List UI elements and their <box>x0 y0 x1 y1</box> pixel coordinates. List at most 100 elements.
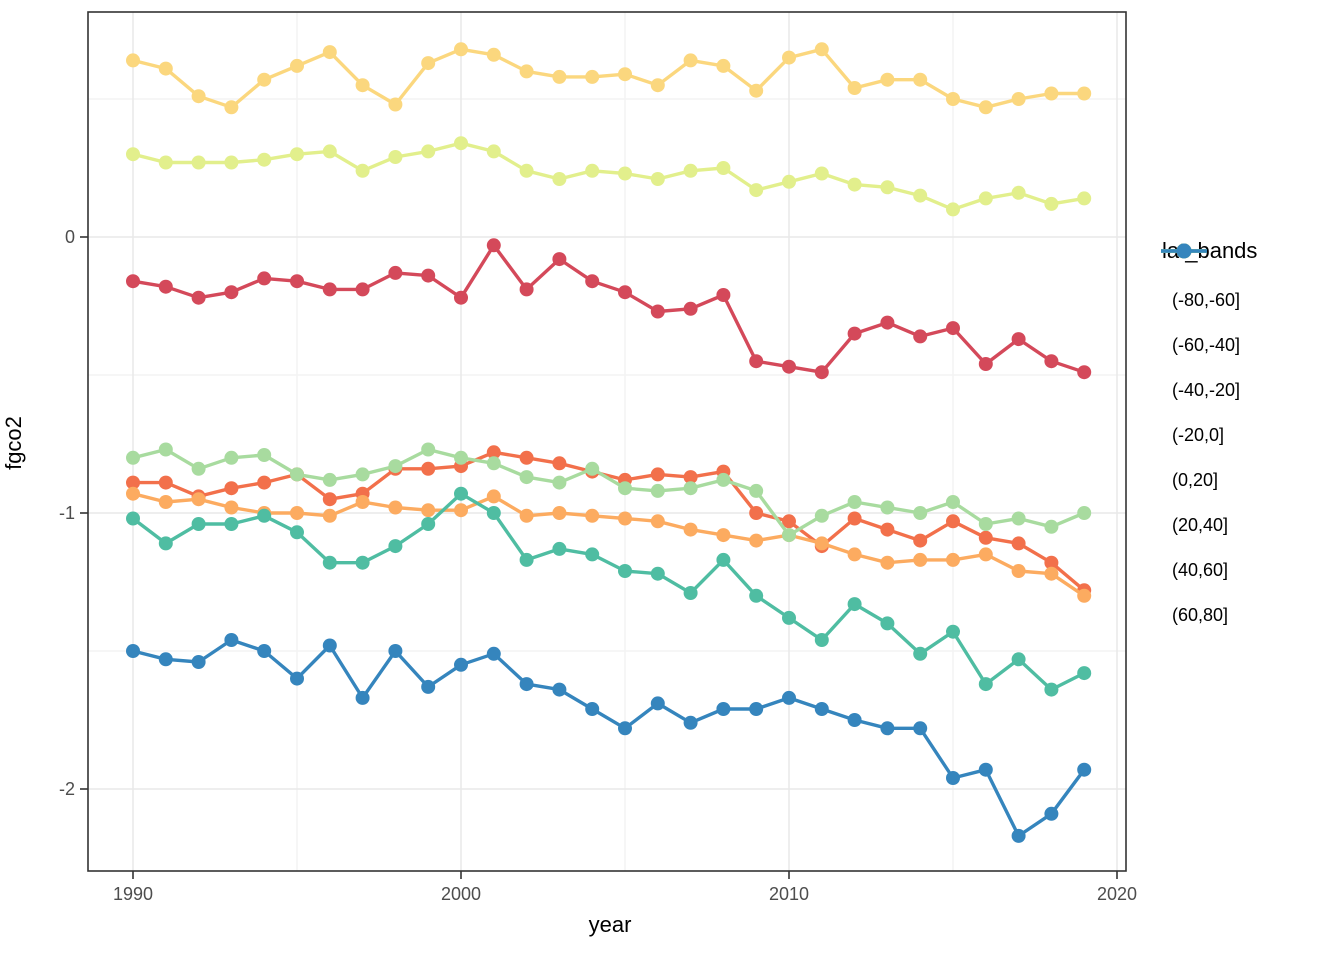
data-point <box>355 495 370 509</box>
data-point <box>1044 354 1059 369</box>
data-point <box>191 517 206 531</box>
data-point <box>847 713 862 727</box>
legend-key-icon <box>1161 243 1207 259</box>
data-point <box>224 633 239 647</box>
data-point <box>421 144 436 159</box>
data-point <box>1077 365 1092 380</box>
data-point <box>290 525 304 540</box>
series-line <box>132 638 1086 838</box>
plot-panel <box>88 12 1126 871</box>
x-axis-title: year <box>588 912 632 937</box>
data-point <box>1011 652 1026 667</box>
data-point <box>782 514 796 529</box>
data-point <box>519 470 534 485</box>
data-point <box>782 690 796 705</box>
x-tick-label: 2020 <box>1097 884 1137 904</box>
data-point <box>1077 666 1092 681</box>
data-point <box>683 522 698 537</box>
data-point <box>978 100 993 115</box>
data-point <box>683 715 698 730</box>
legend-item-label: (-20,0] <box>1172 425 1225 445</box>
data-point <box>946 202 960 217</box>
data-point <box>191 492 206 507</box>
data-point <box>290 671 304 686</box>
data-point <box>191 89 206 104</box>
data-point <box>486 489 501 504</box>
data-point <box>158 652 173 667</box>
data-point <box>847 81 862 95</box>
legend-item-label: (60,80] <box>1172 605 1229 625</box>
data-point <box>486 238 501 253</box>
data-point <box>355 467 370 482</box>
data-point <box>486 646 501 661</box>
data-point <box>257 72 272 87</box>
data-point <box>650 304 665 319</box>
legend-item-1: (-60,-40] <box>1160 243 1344 368</box>
data-point <box>322 144 337 159</box>
legend-item-label: (-80,-60] <box>1172 290 1241 310</box>
series-6 <box>126 486 1092 697</box>
legend-item-7: (60,80] <box>1160 243 1344 638</box>
data-point <box>585 69 600 84</box>
data-point <box>814 702 829 716</box>
data-point <box>257 448 272 462</box>
data-point <box>585 163 600 178</box>
data-point <box>880 616 895 631</box>
data-point <box>1011 536 1026 551</box>
data-point <box>552 541 567 556</box>
data-point <box>749 533 764 548</box>
data-point <box>847 177 862 192</box>
data-point <box>355 282 370 297</box>
data-point <box>1044 86 1059 101</box>
data-point <box>519 64 534 79</box>
data-point <box>552 252 567 267</box>
x-tick-label: 1990 <box>113 884 153 904</box>
data-point <box>224 500 239 515</box>
data-point <box>191 461 206 476</box>
data-point <box>978 547 993 562</box>
panel-border <box>87 11 1127 872</box>
data-point <box>880 72 895 87</box>
data-point <box>618 166 632 181</box>
data-point <box>421 461 436 476</box>
legend-item-3: (-20,0] <box>1160 243 1344 458</box>
data-point <box>716 552 731 567</box>
data-point <box>946 495 960 509</box>
data-point <box>126 511 140 526</box>
data-point <box>126 486 140 501</box>
data-point <box>290 58 304 73</box>
data-point <box>552 456 567 471</box>
data-point <box>585 508 600 523</box>
data-point <box>421 442 436 457</box>
data-point <box>388 459 403 474</box>
series-3 <box>126 42 1092 115</box>
data-point <box>585 461 600 476</box>
data-point <box>1044 555 1059 570</box>
series-4 <box>126 136 1092 217</box>
data-point <box>454 290 468 305</box>
data-point <box>814 536 829 551</box>
data-point <box>421 503 436 518</box>
legend-item-2: (-40,-20] <box>1160 243 1344 413</box>
data-point <box>814 508 829 523</box>
data-point <box>847 547 862 562</box>
data-point <box>322 638 337 653</box>
data-point <box>716 288 731 302</box>
data-point <box>946 92 960 106</box>
data-point <box>1011 511 1026 526</box>
data-point <box>519 677 534 692</box>
data-point <box>257 152 272 167</box>
legend-item-6: (40,60] <box>1160 243 1344 593</box>
data-point <box>716 161 731 175</box>
data-point <box>1077 86 1092 101</box>
legend-item-label: (40,60] <box>1172 560 1229 580</box>
data-point <box>355 690 370 705</box>
data-point <box>454 657 468 672</box>
data-point <box>257 508 272 523</box>
data-point <box>519 552 534 567</box>
data-point <box>355 163 370 178</box>
data-point <box>749 83 764 98</box>
data-point <box>946 514 960 529</box>
y-tick-label: -1 <box>59 503 75 523</box>
data-point <box>683 481 698 496</box>
